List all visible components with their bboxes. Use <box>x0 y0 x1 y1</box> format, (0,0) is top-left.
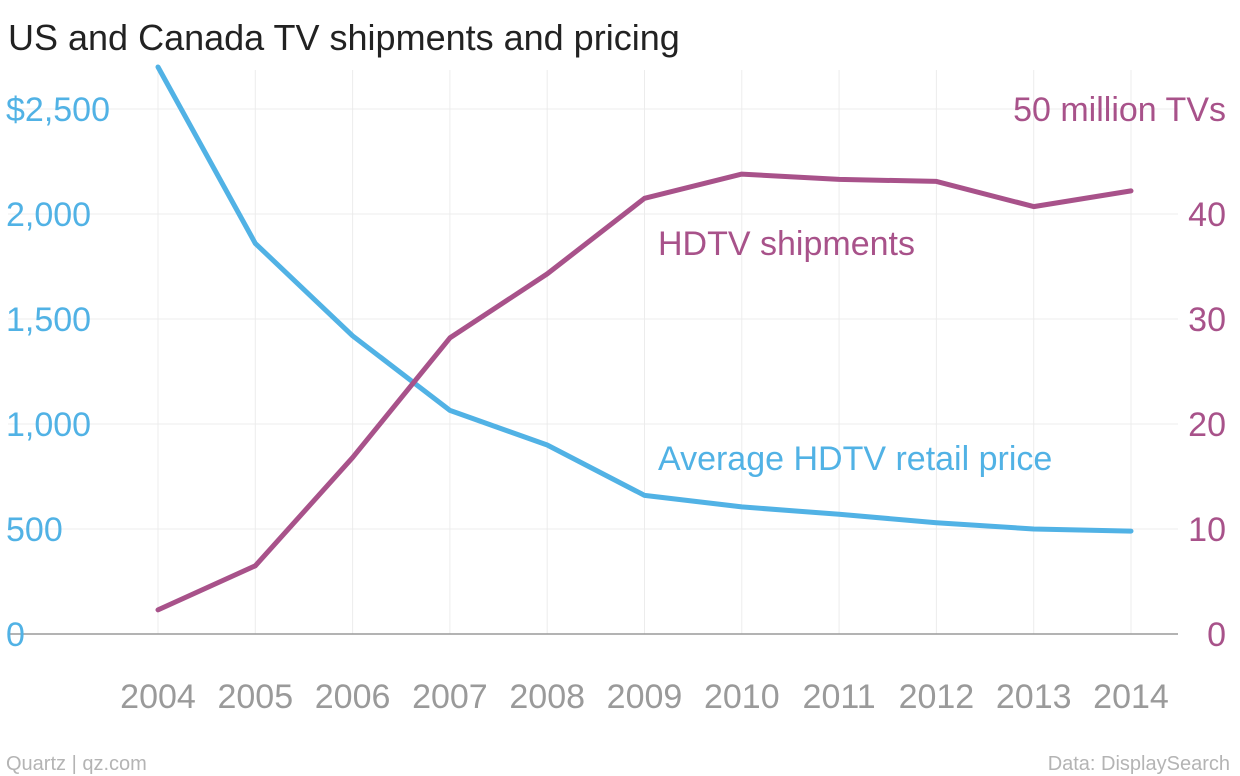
x-axis-tick-label: 2013 <box>996 678 1072 716</box>
footer-source-right: Data: DisplaySearch <box>1048 753 1230 775</box>
shipments-series-label: HDTV shipments <box>658 225 915 263</box>
x-axis-tick-label: 2007 <box>412 678 488 716</box>
x-axis-tick-label: 2010 <box>704 678 780 716</box>
left-axis-tick-label: 500 <box>6 511 63 549</box>
left-axis-tick-label: 2,000 <box>6 196 91 234</box>
x-axis-tick-label: 2014 <box>1093 678 1169 716</box>
x-axis-tick-label: 2004 <box>120 678 196 716</box>
right-axis-tick-label: 20 <box>1188 406 1226 444</box>
right-axis-tick-label: 40 <box>1188 196 1226 234</box>
right-axis-tick-label: 50 million TVs <box>1013 91 1226 129</box>
x-axis-tick-label: 2011 <box>803 678 876 716</box>
left-axis-tick-label: 1,500 <box>6 301 91 339</box>
axes: 0 500 1,000 1,500 2,000 $2,500 0 10 20 30 40 50 mil… <box>6 91 1226 716</box>
right-axis-tick-label: 10 <box>1188 511 1226 549</box>
series-lines <box>155 64 1134 613</box>
x-axis-tick-label: 2008 <box>509 678 585 716</box>
x-axis-tick-label: 2005 <box>217 678 293 716</box>
left-axis-tick-label: 0 <box>6 616 25 654</box>
chart-title: US and Canada TV shipments and pricing <box>8 17 680 58</box>
right-axis-tick-label: 30 <box>1188 301 1226 339</box>
footer-source-left: Quartz | qz.com <box>6 753 147 775</box>
x-axis-tick-label: 2012 <box>899 678 975 716</box>
grid-lines <box>8 70 1178 634</box>
x-axis-tick-label: 2009 <box>607 678 683 716</box>
left-axis-tick-label: 1,000 <box>6 406 91 444</box>
price-series-label: Average HDTV retail price <box>658 440 1052 478</box>
right-axis-tick-label: 0 <box>1207 616 1226 654</box>
x-axis-tick-label: 2006 <box>315 678 391 716</box>
left-axis-tick-label: $2,500 <box>6 91 110 129</box>
